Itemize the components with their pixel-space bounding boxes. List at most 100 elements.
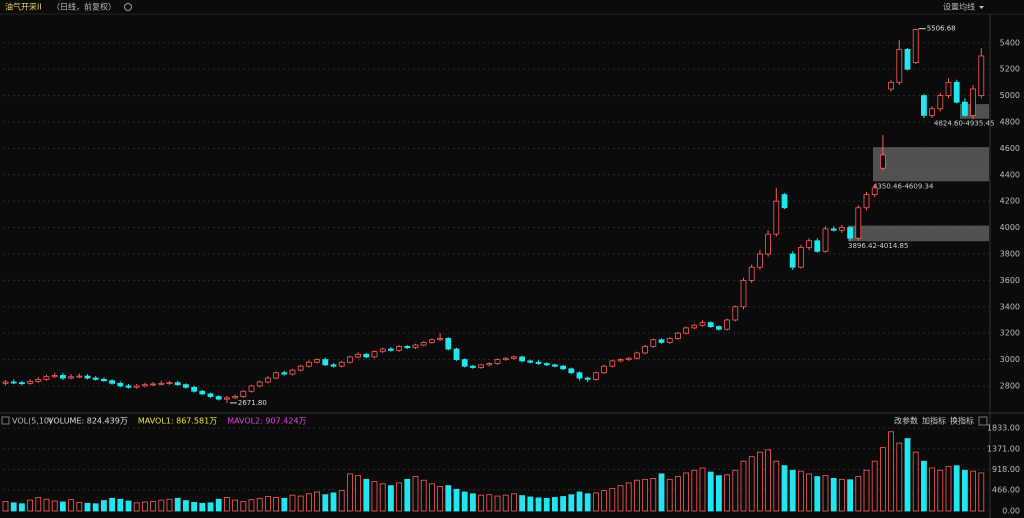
chart-title: 油气开采II: [5, 2, 42, 12]
volume-bar: [27, 499, 34, 512]
volume-bar: [650, 477, 657, 512]
volume-bar: [757, 451, 763, 512]
candle-body: [757, 253, 763, 268]
candle-body: [273, 372, 280, 379]
volume-bar: [158, 499, 165, 512]
candle-body: [502, 357, 509, 360]
candle-body: [732, 306, 739, 321]
candle-body: [133, 385, 140, 388]
legend-entry: MAVOL2: 907.424万: [227, 417, 306, 426]
candle-body: [420, 342, 427, 346]
candle-body: [232, 396, 239, 399]
control-button[interactable]: 改参数: [894, 416, 918, 426]
control-button[interactable]: 加指标: [922, 416, 946, 426]
candle-body: [773, 200, 780, 235]
y-tick-label: 4400: [1000, 170, 1020, 179]
volume-bar: [765, 449, 771, 512]
volume-bar: [748, 456, 755, 512]
settings-icon[interactable]: [124, 3, 132, 11]
volume-bar: [880, 447, 886, 512]
volume-bar: [68, 499, 74, 512]
candle-body: [428, 339, 435, 343]
candle-body: [404, 345, 411, 349]
volume-bar: [125, 500, 132, 512]
candle-body: [338, 361, 345, 367]
volume-bar: [469, 493, 476, 512]
candle-body: [576, 372, 583, 379]
candle-body: [191, 386, 198, 392]
candle-body: [141, 384, 148, 387]
volume-bar: [601, 490, 607, 512]
candle-body: [912, 29, 919, 63]
candle-body: [174, 382, 181, 386]
volume-bar: [428, 483, 435, 512]
candle-body: [330, 364, 337, 367]
volume-bar: [953, 465, 960, 512]
candle-body: [740, 279, 747, 308]
volume-bar: [535, 497, 542, 512]
help-icon[interactable]: [1, 416, 10, 425]
volume-bar: [724, 474, 730, 512]
candle-body: [822, 228, 829, 252]
candle-body: [248, 385, 255, 392]
volume-bar: [92, 503, 99, 512]
volume-bar: [683, 472, 689, 512]
candle-body: [650, 339, 657, 347]
candle-body: [84, 375, 91, 379]
menu-button[interactable]: 设置均线: [943, 2, 975, 12]
candle-body: [199, 390, 206, 395]
candle-body: [830, 228, 837, 231]
control-button[interactable]: 换指标: [950, 416, 974, 426]
volume-bar: [84, 502, 91, 512]
volume-bar: [404, 478, 411, 512]
volume-bar: [716, 475, 722, 512]
candle-body: [601, 365, 607, 374]
volume-bar: [273, 497, 280, 512]
volume-bar: [256, 497, 263, 512]
candle-body: [552, 364, 558, 367]
candle-body: [535, 361, 542, 364]
candle-body: [675, 332, 681, 339]
candle-body: [437, 338, 444, 341]
volume-bar: [35, 497, 42, 512]
candle-body: [10, 381, 17, 384]
volume-bar: [232, 499, 239, 512]
close-icon[interactable]: [978, 416, 988, 426]
volume-bar: [330, 492, 337, 512]
candle-body: [150, 383, 157, 386]
volume-bar: [453, 488, 460, 512]
volume-bar: [223, 497, 230, 512]
volume-bar: [552, 497, 558, 512]
volume-bar: [634, 479, 640, 512]
volume-bar: [707, 471, 714, 512]
candle-body: [256, 381, 263, 387]
volume-bar: [822, 475, 829, 512]
candle-body: [683, 327, 689, 334]
volume-bar: [2, 501, 9, 512]
candle-body: [978, 55, 985, 96]
volume-bar: [355, 475, 362, 512]
candle-body: [568, 368, 575, 374]
candle-body: [765, 233, 771, 255]
candle-body: [962, 101, 968, 116]
candle-body: [921, 95, 927, 116]
volume-bar: [912, 451, 919, 512]
y-tick-label: 1833.00: [987, 423, 1020, 432]
volume-bar: [863, 469, 870, 512]
volume-bar: [584, 493, 591, 512]
candle-body: [469, 365, 476, 368]
volume-bar: [576, 491, 583, 512]
candle-body: [158, 382, 165, 385]
volume-bar: [830, 477, 837, 512]
volume-bar: [76, 501, 83, 512]
volume-bar: [855, 476, 862, 512]
extreme-label: 5506.68: [927, 25, 956, 33]
volume-bar: [568, 494, 575, 512]
candle-body: [223, 397, 230, 400]
volume-bar: [305, 493, 312, 512]
candle-body: [904, 48, 911, 70]
volume-bar: [43, 498, 50, 512]
legend-entry: VOLUME: 824.439万: [48, 417, 128, 426]
volume-bar: [240, 501, 247, 512]
volume-bar: [166, 498, 173, 512]
